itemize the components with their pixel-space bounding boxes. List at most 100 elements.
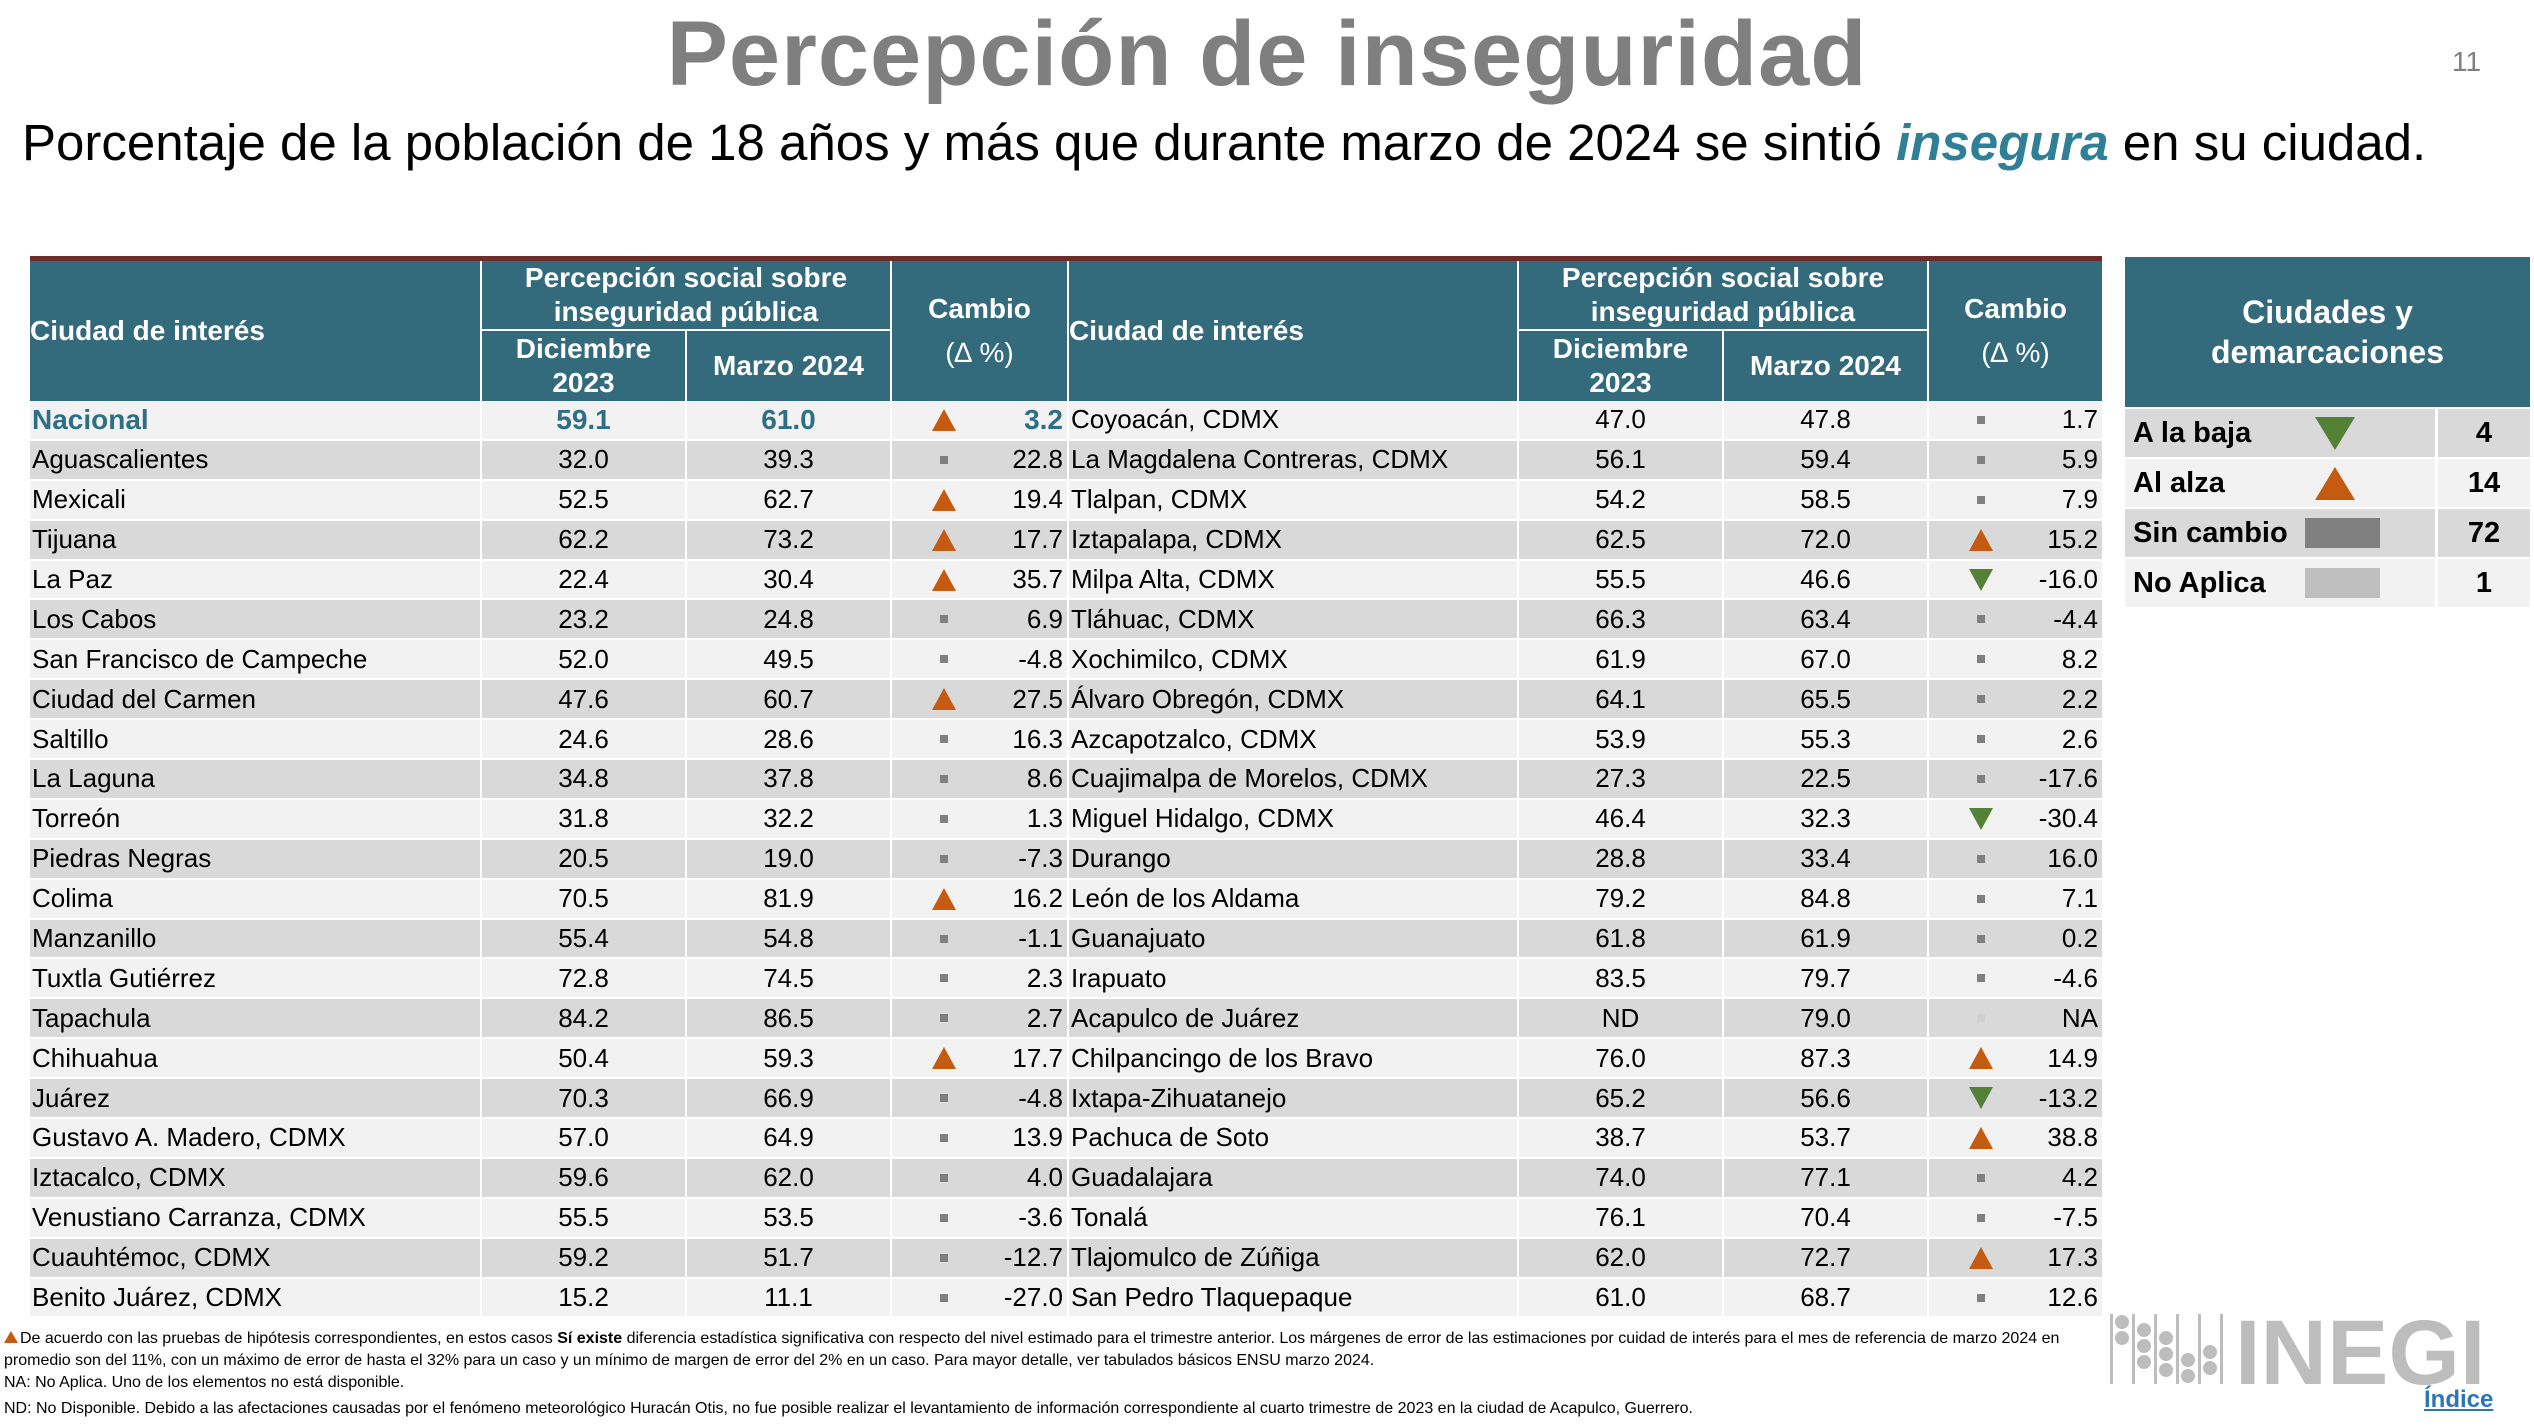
city-name: Guanajuato (1067, 919, 1517, 960)
up-triangle-icon (932, 408, 956, 431)
change-value: 12.6 (2047, 1282, 2098, 1313)
footnote-significance: De acuerdo con las pruebas de hipótesis … (4, 1328, 2084, 1372)
legend-title-text: Ciudades y demarcaciones (2210, 294, 2444, 370)
change-value: 1.3 (1026, 803, 1063, 834)
city-name: Coyoacán, CDMX (1067, 401, 1517, 441)
no-change-icon (940, 854, 948, 863)
value-dec-2023: 38.7 (1517, 1119, 1722, 1159)
value-dec-2023: 74.0 (1517, 1158, 1722, 1199)
value-dec-2023: 61.0 (1517, 1278, 1722, 1319)
footnote-text: diferencia estadística significativa con… (4, 1330, 2060, 1369)
change-cell: 38.8 (1927, 1119, 2102, 1159)
value-mar-2024: 32.2 (685, 799, 890, 840)
change-value: -27.0 (1003, 1282, 1063, 1313)
change-value: -16.0 (2038, 564, 2098, 594)
city-name: Colima (30, 879, 480, 920)
down-triangle-icon (1969, 568, 1993, 591)
change-value: 2.7 (1026, 1002, 1063, 1033)
city-name: Acapulco de Juárez (1067, 999, 1517, 1040)
city-name: Tlalpan, CDMX (1067, 480, 1517, 521)
no-change-icon (1977, 774, 1985, 783)
no-change-icon (940, 974, 948, 983)
no-change-icon (940, 1014, 948, 1023)
legend-label: Al alza (2125, 459, 2435, 507)
value-mar-2024: 56.6 (1722, 1079, 1927, 1120)
change-cell: 6.9 (890, 600, 1067, 641)
value-mar-2024: 79.7 (1722, 959, 1927, 1000)
no-change-icon (1977, 934, 1985, 943)
city-name: Saltillo (30, 720, 480, 761)
footnote-bold: Sí existe (557, 1330, 623, 1347)
change-cell: 16.2 (890, 879, 1067, 920)
value-mar-2024: 33.4 (1722, 839, 1927, 880)
no-change-icon (940, 1293, 948, 1302)
change-value: 17.3 (2047, 1242, 2098, 1273)
value-mar-2024: 46.6 (1722, 560, 1927, 601)
change-cell: -4.6 (1927, 959, 2102, 1000)
table-header: Ciudad de interés Percepción social sobr… (30, 261, 2102, 401)
change-value: 2.2 (2061, 683, 2098, 714)
value-mar-2024: 51.7 (685, 1238, 890, 1279)
header-change-label: Cambio (928, 293, 1031, 324)
not-applicable-icon (1977, 1014, 1985, 1023)
value-dec-2023: 55.5 (480, 1198, 685, 1239)
no-change-icon (1977, 974, 1985, 983)
header-change-label: Cambio (1964, 293, 2067, 324)
value-mar-2024: 68.7 (1722, 1278, 1927, 1319)
value-dec-2023: 59.1 (480, 401, 685, 441)
change-value: -7.5 (2053, 1202, 2098, 1233)
change-cell: 2.2 (1927, 680, 2102, 721)
city-name: Irapuato (1067, 959, 1517, 1000)
legend-count: 14 (2435, 459, 2530, 507)
change-value: 4.2 (2061, 1162, 2098, 1193)
change-cell: 14.9 (1927, 1039, 2102, 1080)
value-dec-2023: 62.2 (480, 520, 685, 561)
up-triangle-icon (1969, 1047, 1993, 1070)
value-mar-2024: 47.8 (1722, 401, 1927, 441)
down-triangle-icon (2315, 416, 2355, 450)
city-name: Piedras Negras (30, 839, 480, 880)
city-name: Nacional (30, 401, 480, 441)
value-mar-2024: 70.4 (1722, 1198, 1927, 1239)
change-cell: 8.6 (890, 760, 1067, 800)
index-link[interactable]: Índice (2424, 1386, 2494, 1413)
down-triangle-icon (1969, 807, 1993, 830)
city-name: Miguel Hidalgo, CDMX (1067, 799, 1517, 840)
change-value: -4.8 (1018, 643, 1063, 674)
change-cell: -3.6 (890, 1198, 1067, 1239)
city-name: San Francisco de Campeche (30, 640, 480, 681)
city-name: Los Cabos (30, 600, 480, 641)
change-cell: 4.2 (1927, 1158, 2102, 1199)
value-dec-2023: 59.6 (480, 1158, 685, 1199)
value-mar-2024: 62.7 (685, 480, 890, 521)
legend-label-text: No Aplica (2133, 566, 2266, 599)
city-name: Chilpancingo de los Bravo (1067, 1039, 1517, 1080)
page-number: 11 (2452, 46, 2482, 77)
header-city: Ciudad de interés (30, 315, 265, 346)
change-cell: NA (1927, 999, 2102, 1040)
up-triangle-icon (932, 488, 956, 511)
change-cell: -4.4 (1927, 600, 2102, 641)
value-dec-2023: 64.1 (1517, 680, 1722, 721)
change-cell: 35.7 (890, 560, 1067, 601)
value-dec-2023: 20.5 (480, 839, 685, 880)
city-name: Tláhuac, CDMX (1067, 600, 1517, 641)
change-cell: 3.2 (890, 401, 1067, 441)
change-value: 38.8 (2047, 1122, 2098, 1153)
value-dec-2023: 57.0 (480, 1119, 685, 1159)
city-name: Cuajimalpa de Morelos, CDMX (1067, 760, 1517, 800)
change-cell: -13.2 (1927, 1079, 2102, 1120)
change-value: -30.4 (2038, 803, 2098, 834)
header-change: Cambio (∆ %) (890, 261, 1067, 401)
value-mar-2024: 59.3 (685, 1039, 890, 1080)
city-name: Benito Juárez, CDMX (30, 1278, 480, 1319)
change-value: 27.5 (1012, 683, 1063, 714)
value-mar-2024: 19.0 (685, 839, 890, 880)
subtitle-text-end: en su ciudad. (2108, 114, 2427, 171)
no-change-bar-icon (2305, 518, 2380, 548)
up-triangle-icon (1969, 1126, 1993, 1149)
change-cell: -4.8 (890, 640, 1067, 681)
no-change-icon (940, 1133, 948, 1142)
value-mar-2024: 62.0 (685, 1158, 890, 1199)
value-mar-2024: 64.9 (685, 1119, 890, 1159)
